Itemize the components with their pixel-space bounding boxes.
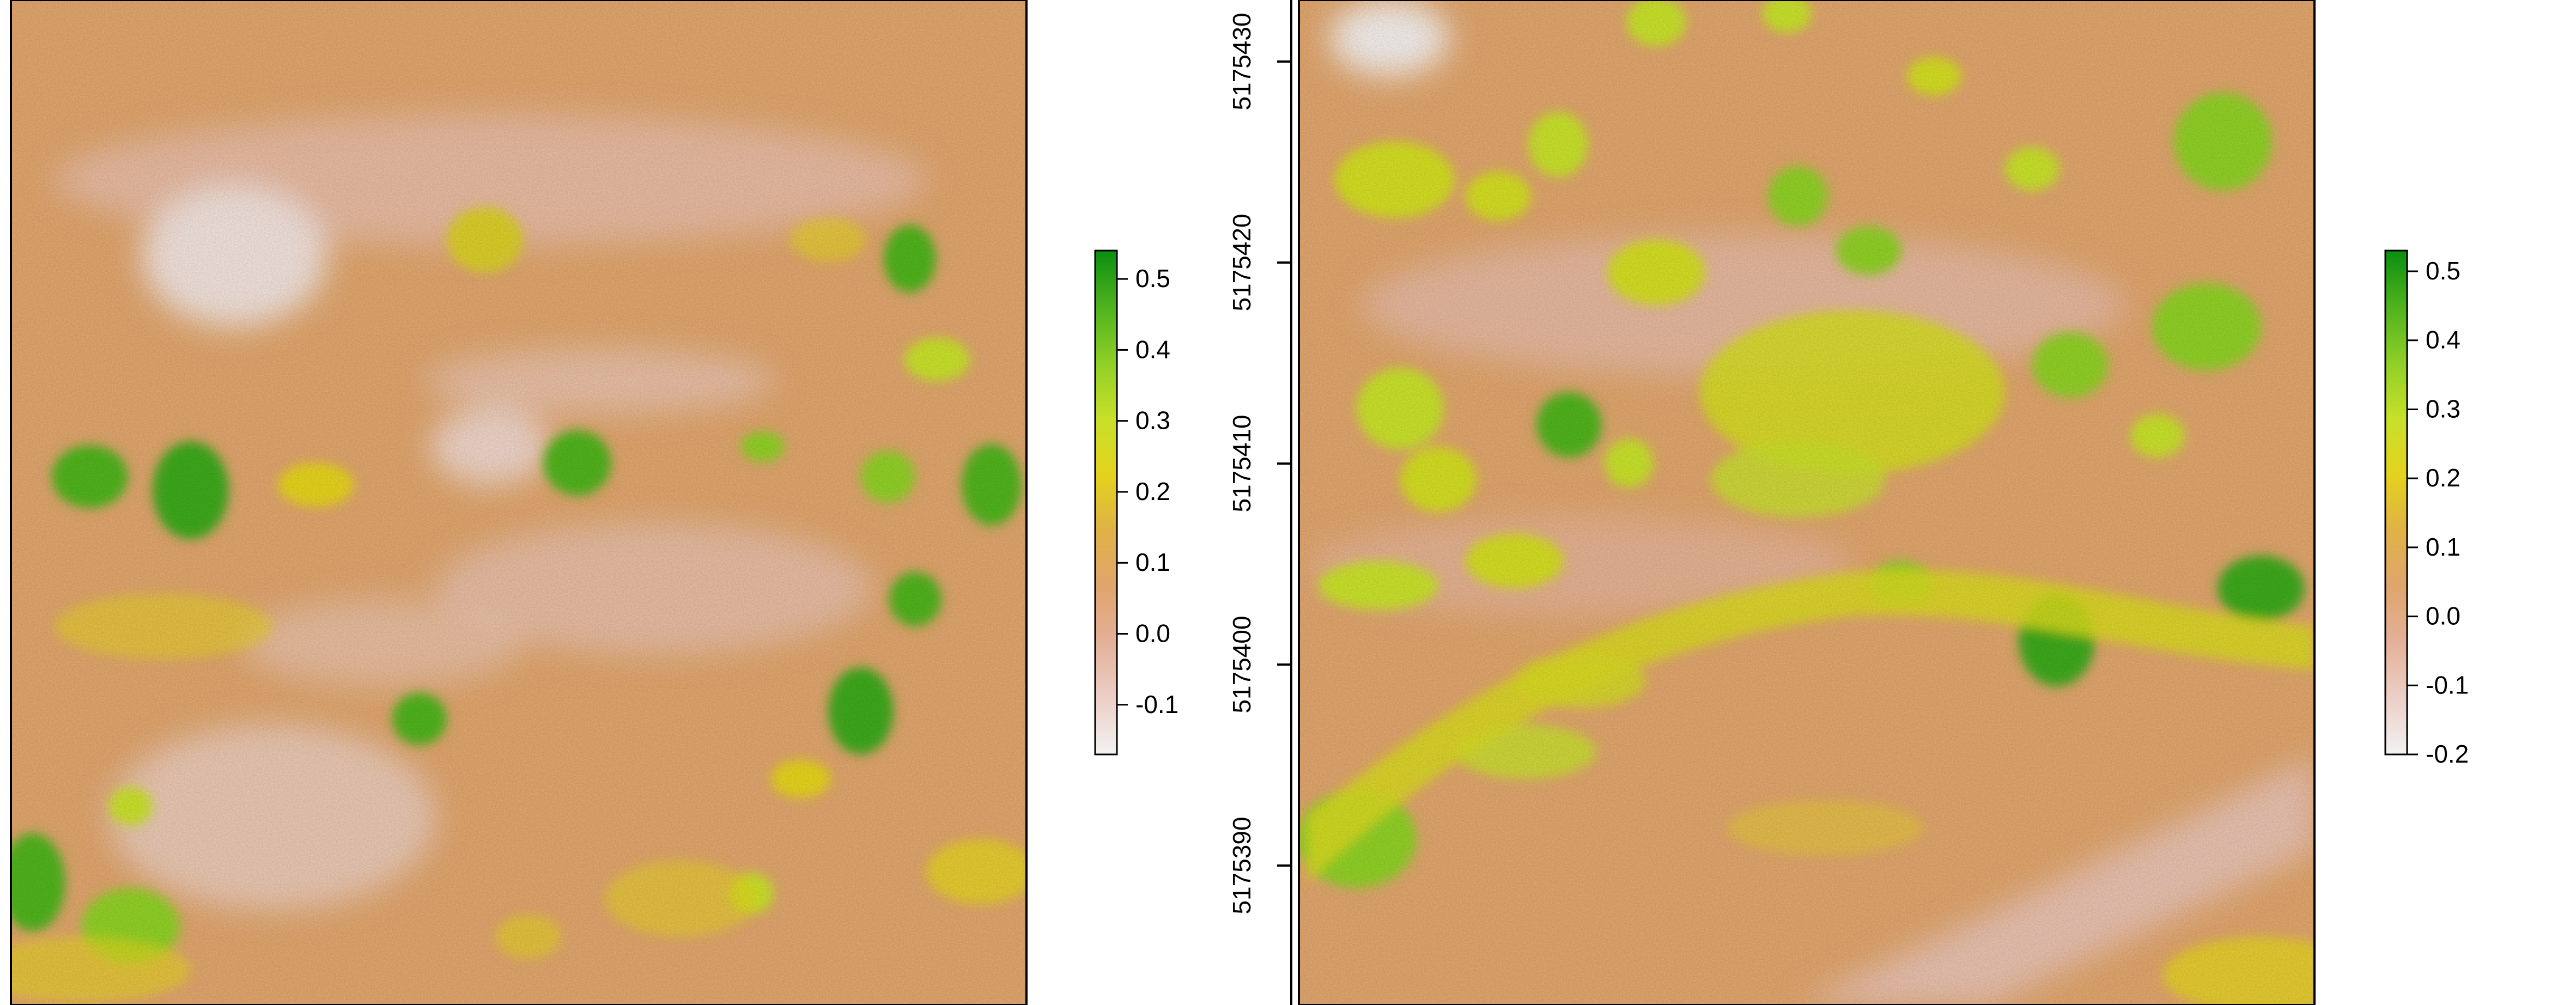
legend-map-1: 0.5 0.4 0.3 0.2 0.1 0.0 -0.1 xyxy=(1094,249,1178,756)
y-axis-tick-label-map-2: 5175390 xyxy=(1228,817,1256,914)
raster-map-2: 5175430 5175420 5175410 5175400 5175390 xyxy=(1228,0,2316,1005)
y-axis-tick-label-map-2: 5175430 xyxy=(1228,13,1256,110)
legend-tick-label-map-2: 0.3 xyxy=(2426,394,2460,423)
legend-tick-label-map-1: 0.5 xyxy=(1135,264,1170,293)
legend-tick-label-map-2: 0.2 xyxy=(2426,464,2460,492)
y-axis-tick-label-map-2: 5175400 xyxy=(1228,616,1256,713)
raster-map-2-frame xyxy=(1298,0,2316,1005)
raster-map-1-frame xyxy=(10,0,1028,1005)
y-axis-map-2: 5175430 5175420 5175410 5175400 5175390 xyxy=(1228,0,1292,1005)
y-axis-tick-label-map-2: 5175420 xyxy=(1228,214,1256,311)
legend-color-bar-map-1 xyxy=(1094,249,1118,756)
y-axis-tick-label-map-2: 5175410 xyxy=(1228,415,1256,512)
legend-tick-label-map-1: 0.3 xyxy=(1135,406,1170,435)
legend-tick-label-map-2: -0.2 xyxy=(2426,740,2469,768)
legend-tick-label-map-2: 0.1 xyxy=(2426,533,2460,561)
legend-tick-label-map-2: 0.4 xyxy=(2426,326,2460,354)
legend-tick-label-map-1: 0.1 xyxy=(1135,548,1170,576)
legend-color-bar-map-2 xyxy=(2384,249,2408,756)
legend-tick-label-map-1: 0.2 xyxy=(1135,477,1170,505)
legend-tick-label-map-1: -0.1 xyxy=(1135,690,1178,718)
legend-tick-label-map-1: 0.0 xyxy=(1135,619,1170,648)
legend-map-2: 0.5 0.4 0.3 0.2 0.1 0.0 -0.1 -0.2 xyxy=(2384,249,2469,768)
legend-tick-label-map-2: -0.1 xyxy=(2426,671,2469,699)
legend-tick-label-map-2: 0.5 xyxy=(2426,257,2460,285)
legend-tick-label-map-2: 0.0 xyxy=(2426,602,2460,630)
legend-tick-label-map-1: 0.4 xyxy=(1135,335,1170,363)
raster-map-1 xyxy=(10,0,1028,1005)
